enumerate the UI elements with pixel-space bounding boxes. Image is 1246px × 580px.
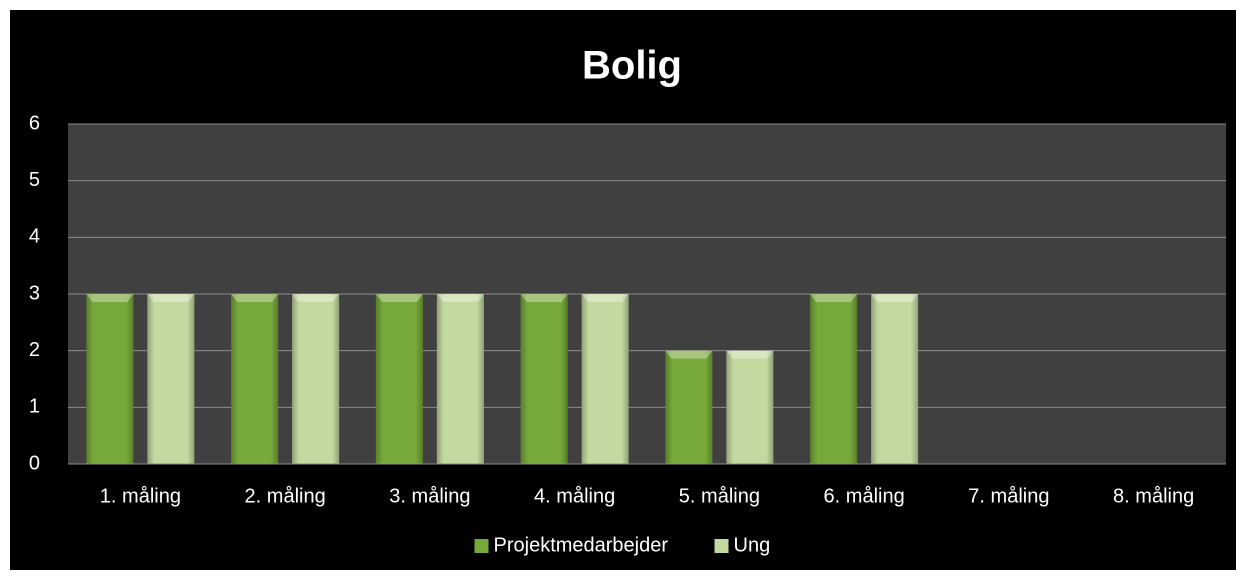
bar [436, 294, 484, 464]
bar-shade [375, 294, 423, 464]
bar [375, 294, 423, 464]
bar-shade [231, 294, 279, 464]
bar-bevel [147, 294, 195, 302]
bar [292, 294, 340, 464]
y-tick-label: 2 [29, 339, 40, 361]
bar-shade [581, 294, 629, 464]
x-tick-label: 8. måling [1113, 485, 1194, 507]
bar [520, 294, 568, 464]
bar-shade [86, 294, 134, 464]
bar-shade [436, 294, 484, 464]
y-tick-label: 1 [29, 396, 40, 418]
y-tick-label: 3 [29, 282, 40, 304]
y-tick-label: 0 [29, 452, 40, 474]
y-tick-label: 6 [29, 112, 40, 134]
legend-label: Ung [734, 534, 771, 556]
y-tick-label: 4 [29, 226, 40, 248]
bar [810, 294, 858, 464]
bar-shade [292, 294, 340, 464]
x-tick-label: 2. måling [245, 485, 326, 507]
bar [86, 294, 134, 464]
legend-label: Projektmedarbejder [494, 534, 669, 556]
bar-shade [810, 294, 858, 464]
bar-bevel [726, 350, 774, 359]
bar [231, 294, 279, 464]
bar [726, 350, 774, 464]
bar [147, 294, 195, 464]
x-tick-label: 6. måling [824, 485, 905, 507]
legend: Projektmedarbejder Ung [474, 534, 771, 556]
bar-bevel [292, 294, 340, 302]
x-tick-label: 5. måling [679, 485, 760, 507]
bar-bevel [86, 294, 134, 302]
bar [871, 294, 919, 464]
bar-bevel [810, 294, 858, 302]
bar-shade [665, 350, 713, 464]
bar-shade [726, 350, 774, 464]
x-tick-label: 3. måling [389, 485, 470, 507]
chart-title: Bolig [582, 44, 682, 88]
bar-shade [147, 294, 195, 464]
bar-shade [871, 294, 919, 464]
x-tick-label: 4. måling [534, 485, 615, 507]
bar-bevel [375, 294, 423, 302]
bar-bevel [871, 294, 919, 302]
bar-bevel [665, 350, 713, 359]
legend-swatch [714, 539, 729, 553]
bar [665, 350, 713, 464]
bar-shade [520, 294, 568, 464]
bar-bevel [520, 294, 568, 302]
y-tick-label: 5 [29, 169, 40, 191]
bar-bevel [581, 294, 629, 302]
bar [581, 294, 629, 464]
legend-swatch [474, 539, 489, 553]
bar-bevel [231, 294, 279, 302]
x-tick-label: 1. måling [100, 485, 181, 507]
x-tick-label: 7. måling [968, 485, 1049, 507]
bar-bevel [436, 294, 484, 302]
